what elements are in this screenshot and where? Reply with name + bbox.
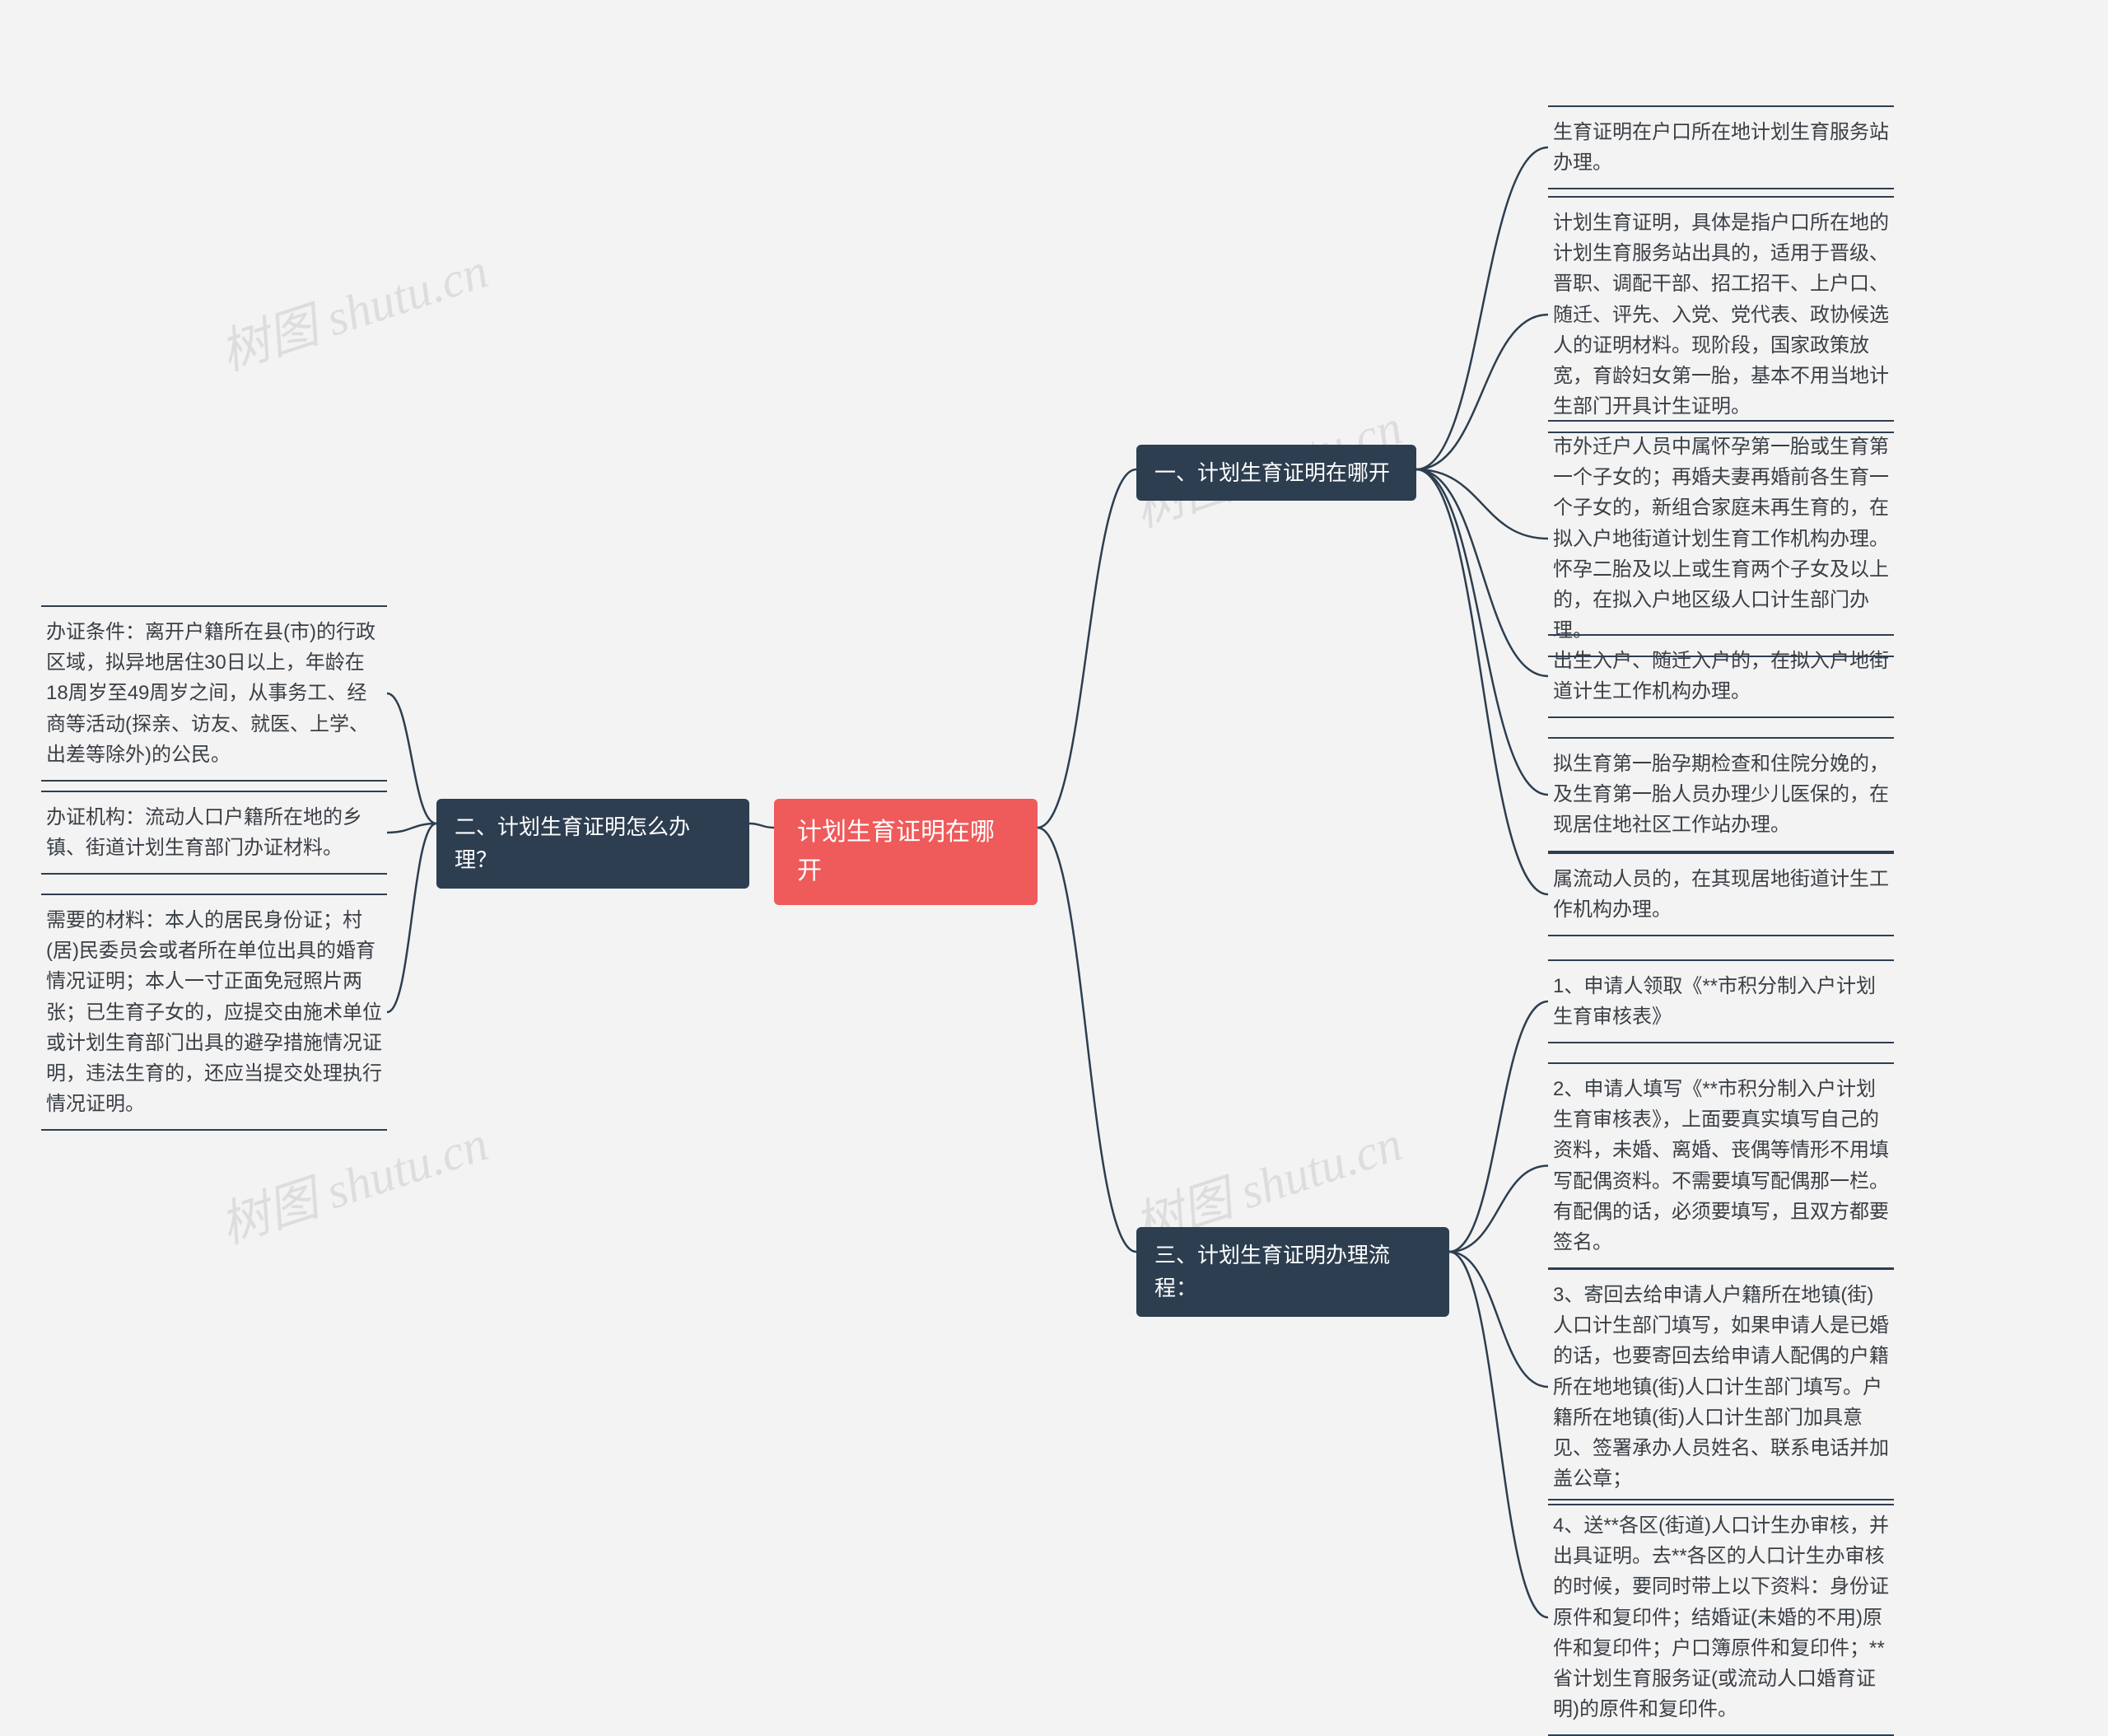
mindmap-branch: 一、计划生育证明在哪开 xyxy=(1136,445,1416,501)
mindmap-leaf: 办证条件：离开户籍所在县(市)的行政区域，拟异地居住30日以上，年龄在18周岁至… xyxy=(41,605,387,782)
watermark: 树图 shutu.cn xyxy=(210,231,496,385)
mindmap-leaf: 需要的材料：本人的居民身份证；村(居)民委员会或者所在单位出具的婚育情况证明；本… xyxy=(41,894,387,1131)
mindmap-leaf: 拟生育第一胎孕期检查和住院分娩的，及生育第一胎人员办理少儿医保的，在现居住地社区… xyxy=(1548,737,1894,852)
mindmap-branch: 二、计划生育证明怎么办理？ xyxy=(436,799,749,889)
mindmap-leaf: 出生入户、随迁入户的，在拟入户地街道计生工作机构办理。 xyxy=(1548,634,1894,718)
mindmap-leaf: 2、申请人填写《**市积分制入户计划生育审核表》，上面要真实填写自己的资料，未婚… xyxy=(1548,1062,1894,1269)
mindmap-leaf: 4、送**各区(街道)人口计生办审核，并出具证明。去**各区的人口计生办审核的时… xyxy=(1548,1499,1894,1736)
mindmap-root: 计划生育证明在哪开 xyxy=(774,799,1038,905)
mindmap-leaf: 3、寄回去给申请人户籍所在地镇(街)人口计生部门填写，如果申请人是已婚的话，也要… xyxy=(1548,1268,1894,1505)
mindmap-leaf: 生育证明在户口所在地计划生育服务站办理。 xyxy=(1548,105,1894,189)
mindmap-leaf: 属流动人员的，在其现居地街道计生工作机构办理。 xyxy=(1548,852,1894,936)
mindmap-leaf: 办证机构：流动人口户籍所在地的乡镇、街道计划生育部门办证材料。 xyxy=(41,791,387,875)
mindmap-leaf: 计划生育证明，具体是指户口所在地的计划生育服务站出具的，适用于晋级、晋职、调配干… xyxy=(1548,196,1894,433)
mindmap-leaf: 1、申请人领取《**市积分制入户计划生育审核表》 xyxy=(1548,959,1894,1043)
mindmap-leaf: 市外迁户人员中属怀孕第一胎或生育第一个子女的；再婚夫妻再婚前各生育一个子女的，新… xyxy=(1548,420,1894,657)
mindmap-branch: 三、计划生育证明办理流程： xyxy=(1136,1227,1449,1317)
